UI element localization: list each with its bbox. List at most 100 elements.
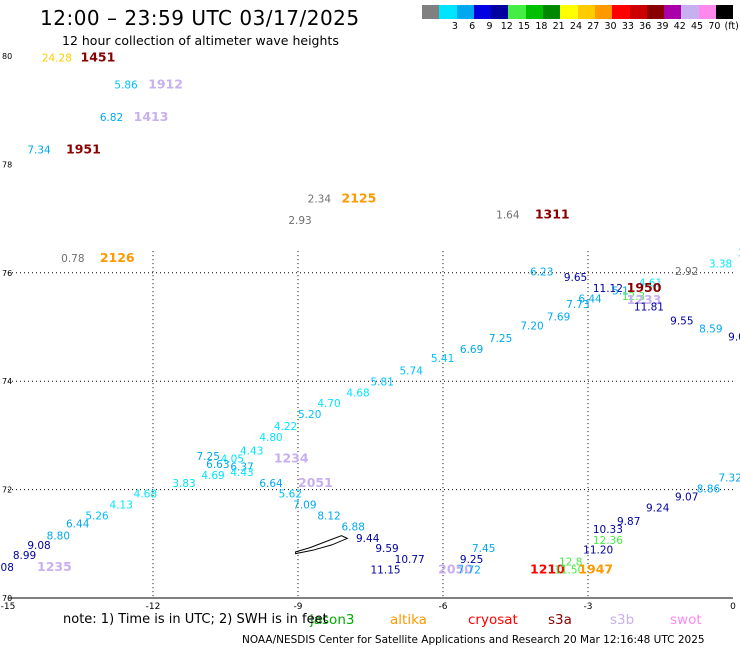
wave-height-label: 11.12 [593,283,623,295]
satellite-legend-item: jason3 [310,612,355,628]
pass-time-label: 1413 [134,109,169,124]
color-legend [422,5,734,19]
wave-height-label: 9.07 [675,491,698,503]
legend-swatch [664,5,682,19]
wave-height-label: 24.28 [42,52,72,64]
legend-swatch [422,5,440,19]
color-legend-labels: 3 6 9 12 15 18 21 24 27 30 33 36 39 42 45 70 (ft) [422,21,740,33]
satellite-legend: jason3 altika cryosat s3a s3b swot [0,612,740,630]
wave-height-label: 12.8 [559,556,582,568]
pass-time-label: 1947 [578,562,613,577]
wave-height-label: 3.83 [172,478,195,490]
x-tick-label: -9 [294,602,303,612]
wave-height-label: 6.63 [206,459,229,471]
wave-height-label: 2.92 [675,266,698,278]
pass-time-label: 1950 [627,280,662,295]
legend-label: 24 [569,21,583,32]
wave-height-label: 10.33 [593,524,623,536]
pass-time-label: 1912 [148,77,183,92]
wave-height-label: 8.80 [47,530,70,542]
legend-swatch [456,5,474,19]
wave-height-label: 6.88 [342,521,365,533]
legend-swatch [560,5,578,19]
satellite-legend-item: cryosat [468,612,518,628]
wave-height-label: 9.87 [617,516,640,528]
wave-height-label: 11.50 [554,565,584,577]
footer-note: note: 1) Time is in UTC; 2) SWH is in fe… [63,612,328,627]
wave-height-label: 5.41 [431,353,454,365]
wave-height-label: 8.59 [699,323,722,335]
wave-height-label: 9.55 [670,315,693,327]
wave-height-label: 2.93 [288,215,311,227]
wave-height-label: 7.34 [27,145,51,157]
wave-height-label: 4.80 [259,432,282,444]
x-tick-label: -15 [1,602,16,612]
wave-height-label: 5.62 [279,489,302,501]
legend-label: 9 [486,21,493,32]
wave-height-label: 6.37 [230,462,253,474]
pass-time-label: 1210 [530,562,565,577]
pass-time-label: 1451 [81,49,116,64]
wave-height-label: 7.73 [566,299,589,311]
legend-swatch [612,5,630,19]
wave-height-label: 4.68 [134,489,157,501]
legend-label: 27 [587,21,600,32]
legend-swatch [594,5,613,19]
legend-label: 18 [535,21,548,32]
legend-swatch [525,5,544,19]
wave-height-label: 0.78 [61,253,84,265]
pass-time-label: 1233 [627,292,662,307]
legend-label: 15 [518,21,531,32]
wave-height-label: 7.69 [547,311,570,323]
wave-height-label: 6.44 [66,519,90,531]
x-tick-label: -6 [439,602,448,612]
wave-height-label: 7.72 [458,565,481,577]
legend-label: 42 [673,21,686,32]
wave-height-label: 7.32 [719,472,740,484]
pass-time-label: 2126 [100,250,135,265]
legend-label: 6 [469,21,476,32]
wave-height-label: 6.64 [259,478,283,490]
y-tick-label: 72 [2,486,12,495]
page-title: 12:00 – 23:59 UTC 03/17/2025 [40,6,360,30]
y-tick-label: 70 [2,594,12,603]
legend-label: 12 [500,21,513,32]
wave-height-label: 9.25 [460,554,483,566]
wave-height-label: 5.81 [371,377,394,389]
wave-height-label: 11.15 [371,565,401,577]
wave-height-label: 3.38 [709,258,732,270]
wave-height-label: 6.69 [460,344,483,356]
wave-height-label: 6.44 [578,294,602,306]
wave-height-label: 4.05 [221,454,244,466]
wave-height-label: 12.36 [593,535,623,547]
wave-height-label: 9.59 [375,543,398,555]
legend-label: 39 [656,21,669,32]
satellite-legend-item: s3b [610,612,635,628]
wave-height-label: 6.23 [530,267,553,279]
satellite-legend-item: altika [390,612,427,628]
satellite-legend-item: swot [670,612,702,628]
wave-height-label: 5.86 [114,80,138,92]
x-tick-label: -12 [146,602,161,612]
legend-swatch [439,5,457,19]
footer-credit: NOAA/NESDIS Center for Satellite Applica… [242,634,705,646]
legend-label: 21 [552,21,565,32]
legend-swatch [577,5,595,19]
wave-height-label: 7.45 [472,543,495,555]
legend-swatch [716,5,734,19]
wave-height-label: 7.09 [293,500,316,512]
legend-label: 45 [691,21,704,32]
y-tick-label: 74 [2,377,12,386]
legend-swatch [491,5,509,19]
wave-height-label: 4.43 [230,467,253,479]
legend-label: (ft) [724,21,739,32]
wave-height-label: 8.86 [697,483,721,495]
legend-label: 30 [604,21,617,32]
wave-height-label: 4.61 [639,277,662,289]
wave-height-label: 4.13 [110,500,133,512]
pass-time-label: 1311 [535,207,570,222]
pass-time-label: 1951 [66,142,101,157]
wave-height-label: 10.08 [0,562,14,574]
wave-height-label: 9.44 [356,533,380,545]
